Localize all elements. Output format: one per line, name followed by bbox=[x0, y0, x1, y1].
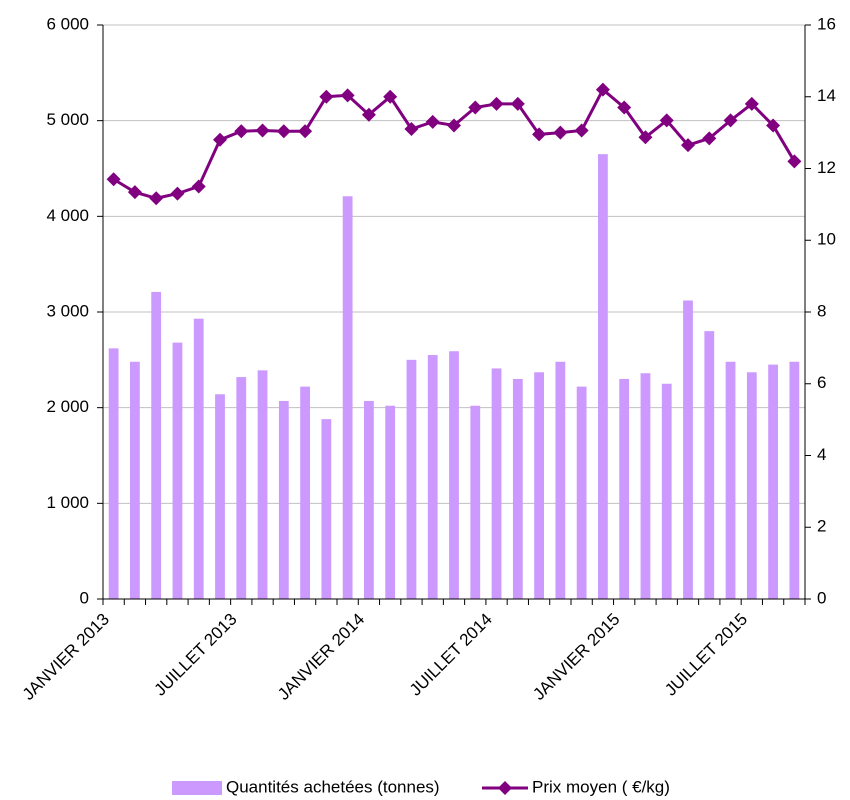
bar bbox=[300, 386, 310, 599]
marker bbox=[489, 96, 504, 111]
bar bbox=[321, 419, 332, 599]
y2-tick-label: 2 bbox=[817, 517, 826, 536]
marker bbox=[681, 138, 695, 153]
marker bbox=[659, 113, 674, 128]
legend-swatch bbox=[172, 781, 222, 795]
marker bbox=[787, 154, 802, 169]
y2-tick-label: 6 bbox=[817, 373, 826, 392]
bar bbox=[193, 318, 204, 599]
marker bbox=[532, 127, 547, 142]
bar bbox=[257, 370, 268, 599]
bar bbox=[172, 342, 183, 599]
marker bbox=[149, 191, 164, 206]
y2-tick-label: 4 bbox=[817, 445, 826, 464]
marker bbox=[574, 123, 589, 138]
marker bbox=[340, 88, 355, 103]
marker bbox=[744, 96, 759, 111]
marker bbox=[510, 96, 525, 111]
x-tick-label: JANVIER 2013 bbox=[19, 610, 113, 704]
bar bbox=[215, 394, 225, 599]
y-tick-label: 2 000 bbox=[46, 397, 89, 416]
bar bbox=[278, 400, 289, 599]
marker bbox=[617, 100, 632, 115]
marker bbox=[213, 132, 227, 147]
marker bbox=[468, 100, 483, 115]
legend-label: Quantités achetées (tonnes) bbox=[226, 777, 440, 796]
marker bbox=[447, 118, 461, 133]
marker bbox=[702, 131, 717, 146]
marker bbox=[383, 89, 398, 104]
x-tick-label: JUILLET 2014 bbox=[406, 610, 496, 700]
y2-tick-label: 0 bbox=[817, 588, 826, 607]
bar bbox=[151, 291, 162, 599]
marker bbox=[127, 185, 142, 200]
bar bbox=[789, 361, 800, 599]
marker bbox=[404, 122, 419, 137]
x-tick-label: JANVIER 2014 bbox=[274, 610, 368, 704]
bar bbox=[640, 373, 651, 599]
bar bbox=[236, 377, 247, 599]
bar bbox=[555, 361, 566, 599]
y2-tick-label: 12 bbox=[817, 158, 836, 177]
marker bbox=[638, 130, 653, 145]
bar bbox=[342, 196, 353, 599]
marker bbox=[766, 118, 781, 133]
bar bbox=[661, 383, 672, 599]
bar bbox=[406, 359, 417, 599]
y2-tick-label: 10 bbox=[817, 230, 836, 249]
marker bbox=[425, 114, 440, 129]
bar bbox=[725, 361, 736, 599]
bar bbox=[491, 368, 502, 599]
bar bbox=[130, 361, 140, 599]
marker bbox=[298, 124, 313, 139]
marker bbox=[234, 124, 249, 139]
bar bbox=[470, 405, 481, 599]
bar bbox=[768, 364, 778, 599]
bar bbox=[534, 372, 544, 599]
marker bbox=[255, 123, 270, 138]
bar bbox=[449, 351, 459, 599]
marker bbox=[191, 179, 206, 194]
bar bbox=[576, 386, 587, 599]
x-tick-label: JUILLET 2015 bbox=[661, 610, 751, 700]
bar bbox=[108, 348, 119, 599]
legend-label: Prix moyen ( €/kg) bbox=[532, 777, 670, 796]
marker bbox=[361, 107, 376, 122]
marker bbox=[276, 124, 291, 139]
x-tick-label: JANVIER 2015 bbox=[529, 610, 623, 704]
y-tick-label: 5 000 bbox=[46, 110, 89, 129]
legend-marker bbox=[498, 781, 512, 795]
y-tick-label: 1 000 bbox=[46, 493, 89, 512]
marker bbox=[553, 125, 568, 140]
x-tick-label: JUILLET 2013 bbox=[151, 610, 241, 700]
y-tick-label: 4 000 bbox=[46, 206, 89, 225]
y-tick-label: 0 bbox=[80, 588, 89, 607]
bar bbox=[683, 300, 693, 599]
y2-tick-label: 8 bbox=[817, 301, 826, 320]
marker bbox=[595, 82, 610, 97]
y2-tick-label: 14 bbox=[817, 86, 836, 105]
bar bbox=[619, 378, 630, 599]
y-tick-label: 6 000 bbox=[46, 14, 89, 33]
y2-tick-label: 16 bbox=[817, 14, 836, 33]
bar bbox=[427, 355, 438, 599]
bar bbox=[746, 372, 757, 599]
bar bbox=[598, 154, 608, 599]
y-tick-label: 3 000 bbox=[46, 301, 89, 320]
marker bbox=[319, 89, 334, 104]
bar bbox=[704, 331, 715, 599]
marker bbox=[723, 113, 738, 128]
bar bbox=[364, 400, 374, 599]
marker bbox=[170, 186, 185, 201]
bar bbox=[385, 405, 396, 599]
marker bbox=[106, 172, 121, 187]
bar bbox=[512, 378, 523, 599]
